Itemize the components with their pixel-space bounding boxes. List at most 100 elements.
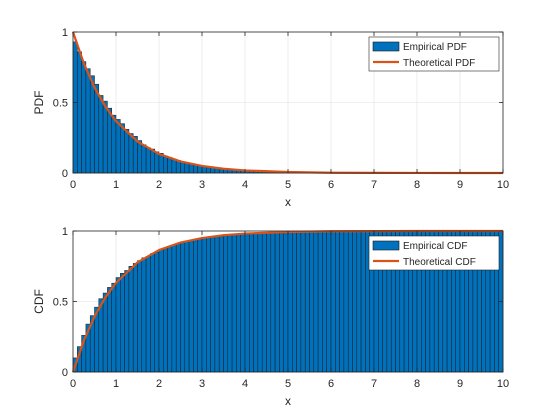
histogram-bar <box>124 129 130 174</box>
histogram-bar <box>206 237 211 373</box>
histogram-bar <box>128 133 134 174</box>
legend-label-curve: Theoretical PDF <box>403 58 475 69</box>
y-tick-label: 0.5 <box>53 98 68 110</box>
x-tick-label: 4 <box>242 378 248 390</box>
histogram-bar <box>98 95 104 174</box>
histogram-bar <box>287 231 293 373</box>
histogram-bar <box>322 231 327 373</box>
x-tick-label: 7 <box>371 378 377 390</box>
histogram-bar <box>167 246 173 373</box>
histogram-bar <box>313 231 319 373</box>
histogram-bar <box>356 230 362 373</box>
histogram-bar <box>85 68 91 174</box>
histogram-bar <box>111 282 117 373</box>
x-tick-label: 6 <box>328 179 334 191</box>
histogram-bar <box>343 231 349 373</box>
histogram-bar <box>111 114 117 174</box>
x-tick-label: 10 <box>497 179 509 191</box>
x-tick-label: 1 <box>113 378 119 390</box>
histogram-bar <box>89 75 95 174</box>
histogram-bar <box>249 233 254 373</box>
histogram-bar <box>227 234 233 373</box>
histogram-bar <box>347 230 353 373</box>
histogram-bar <box>158 249 164 373</box>
histogram-bar <box>102 292 108 373</box>
histogram-bar <box>304 231 310 373</box>
histogram-bar <box>145 256 151 373</box>
histogram-bar <box>141 257 147 373</box>
histogram-bar <box>274 232 280 373</box>
histogram-bar <box>244 233 250 373</box>
legend: Empirical PDF Theoretical PDF <box>368 36 500 72</box>
legend-label-histogram: Empirical CDF <box>403 241 467 252</box>
histogram-bar <box>163 155 168 174</box>
histogram-bar <box>296 231 302 373</box>
histogram-bar <box>107 107 112 174</box>
x-tick-label: 7 <box>371 179 377 191</box>
histogram-bar <box>175 243 181 373</box>
histogram-bar <box>261 232 267 373</box>
histogram-bar <box>240 233 246 373</box>
histogram-bar <box>120 123 125 174</box>
legend-label-curve: Theoretical CDF <box>403 257 476 268</box>
histogram-bar <box>124 270 130 373</box>
histogram-bar <box>120 273 125 373</box>
histogram-bar <box>167 157 173 174</box>
histogram-bar <box>150 148 155 174</box>
x-axis-label: x <box>285 195 291 209</box>
histogram-bar <box>201 237 207 373</box>
histogram-bar <box>330 231 336 373</box>
histogram-bar <box>137 140 143 174</box>
histogram-bar <box>270 232 276 373</box>
histogram-bar <box>81 61 87 174</box>
histogram-bar <box>283 231 289 373</box>
histogram-bar <box>210 236 216 373</box>
legend-swatch-histogram <box>372 41 400 52</box>
legend: Empirical CDF Theoretical CDF <box>368 235 500 271</box>
x-tick-label: 4 <box>242 179 248 191</box>
histogram-bar <box>150 253 155 373</box>
histogram-bar <box>188 240 194 373</box>
histogram-bar <box>154 251 160 373</box>
x-tick-label: 0 <box>70 378 76 390</box>
y-tick-label: 1 <box>62 27 68 39</box>
histogram-bar <box>102 100 108 174</box>
legend-swatch-histogram <box>372 240 400 251</box>
x-tick-label: 3 <box>199 179 205 191</box>
x-tick-label: 2 <box>156 378 162 390</box>
histogram-bar <box>214 235 220 373</box>
histogram-bar <box>339 231 345 373</box>
y-tick-label: 0 <box>62 367 68 379</box>
histogram-bar <box>145 147 151 174</box>
x-tick-label: 3 <box>199 378 205 390</box>
histogram-bar <box>115 277 121 373</box>
histogram-bar <box>107 287 112 373</box>
histogram-bar <box>218 235 224 373</box>
histogram-bar <box>193 239 198 373</box>
x-tick-label: 1 <box>113 179 119 191</box>
histogram-bar <box>137 260 143 373</box>
histogram-bar <box>180 161 186 174</box>
histogram-bar <box>223 234 229 373</box>
chart-panel-2: 0 1 2 3 4 5 6 7 8 9 10 0 0.5 1 x CDF Empirical CDF Theore… <box>32 226 509 408</box>
histogram-bar <box>197 238 203 373</box>
histogram-bar <box>163 247 168 373</box>
x-tick-label: 10 <box>497 378 509 390</box>
y-tick-label: 0 <box>62 168 68 180</box>
histogram-bar <box>154 151 160 174</box>
x-tick-label: 9 <box>457 179 463 191</box>
histogram-bar <box>360 230 366 373</box>
chart-panel-1: 0 1 2 3 4 5 6 7 8 9 10 0 0.5 1 x PDF Empirical PDF Theore… <box>32 27 509 209</box>
histogram-bar <box>180 242 186 373</box>
histogram-bar <box>184 241 190 373</box>
histogram-bar <box>300 231 306 373</box>
histogram-bar <box>115 119 121 174</box>
x-tick-label: 8 <box>414 179 420 191</box>
histogram-bar <box>266 232 272 373</box>
y-axis-label: CDF <box>32 289 46 314</box>
histogram-bar <box>188 163 194 174</box>
histogram-bar <box>279 231 284 373</box>
x-tick-label: 5 <box>285 179 291 191</box>
histogram-bar <box>72 41 78 174</box>
